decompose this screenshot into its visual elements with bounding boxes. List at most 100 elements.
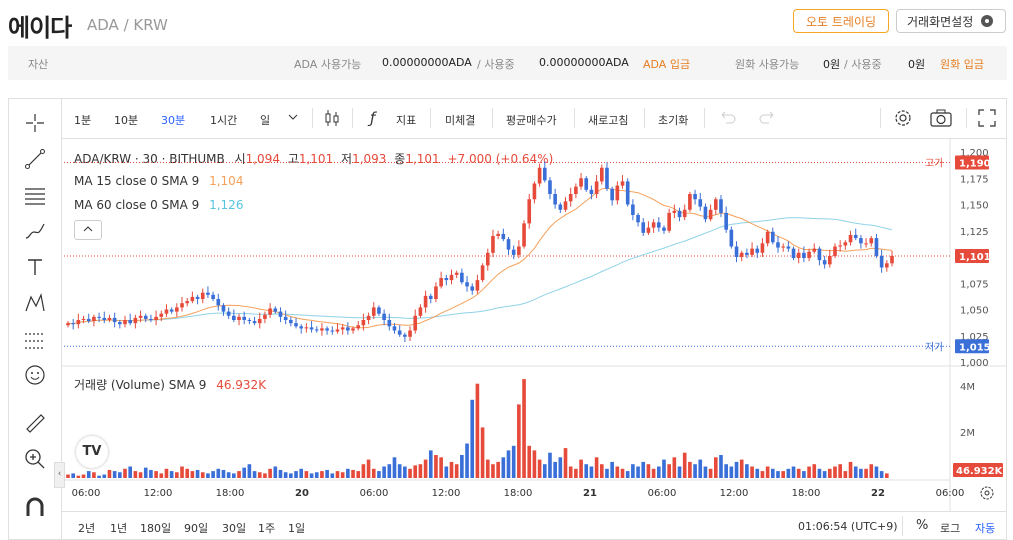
collapse-legend-button[interactable] bbox=[74, 220, 102, 240]
range-30d[interactable]: 30일 bbox=[222, 522, 247, 535]
candle[interactable] bbox=[879, 255, 884, 268]
candle[interactable] bbox=[579, 178, 583, 187]
candle[interactable] bbox=[765, 231, 770, 244]
log-toggle[interactable]: 로그 bbox=[940, 522, 961, 535]
candle[interactable] bbox=[112, 317, 117, 323]
candle[interactable] bbox=[366, 315, 371, 320]
reset-button[interactable]: 초기화 bbox=[658, 114, 689, 127]
candle[interactable] bbox=[838, 245, 842, 247]
candle[interactable] bbox=[304, 327, 309, 329]
candle[interactable] bbox=[869, 238, 874, 244]
candle[interactable] bbox=[97, 316, 101, 318]
axis-settings-icon[interactable] bbox=[979, 485, 995, 505]
fullscreen-icon[interactable] bbox=[978, 109, 996, 130]
ruler-icon[interactable] bbox=[24, 412, 46, 434]
candle[interactable] bbox=[594, 181, 599, 194]
candle[interactable] bbox=[682, 209, 687, 218]
candle[interactable] bbox=[558, 204, 563, 210]
candle[interactable] bbox=[257, 318, 262, 324]
candle[interactable] bbox=[843, 242, 848, 246]
chart-settings-icon[interactable] bbox=[893, 108, 913, 131]
camera-icon[interactable] bbox=[930, 108, 952, 131]
candle[interactable] bbox=[636, 215, 640, 223]
candle[interactable] bbox=[387, 320, 392, 327]
candle[interactable] bbox=[107, 317, 112, 320]
settings-button[interactable]: 거래화면설정 bbox=[896, 9, 1006, 33]
candle[interactable] bbox=[656, 222, 661, 228]
candle[interactable] bbox=[729, 229, 734, 247]
candle[interactable] bbox=[750, 248, 754, 255]
candle[interactable] bbox=[589, 189, 594, 194]
percent-toggle[interactable]: % bbox=[916, 518, 929, 533]
candle[interactable] bbox=[221, 305, 226, 312]
candle[interactable] bbox=[164, 309, 169, 314]
magnet-icon[interactable] bbox=[24, 496, 46, 518]
candle[interactable] bbox=[278, 311, 283, 317]
candle[interactable] bbox=[646, 227, 651, 233]
candle[interactable] bbox=[517, 246, 521, 255]
candle[interactable] bbox=[501, 233, 506, 240]
candle[interactable] bbox=[470, 286, 475, 291]
candle[interactable] bbox=[226, 311, 231, 316]
collapse-toolbar-icon[interactable]: ‹ bbox=[54, 462, 65, 488]
interval-1h[interactable]: 1시간 bbox=[210, 114, 238, 127]
candle[interactable] bbox=[66, 323, 70, 326]
candle[interactable] bbox=[185, 301, 190, 304]
candle[interactable] bbox=[289, 320, 293, 324]
candle[interactable] bbox=[532, 183, 537, 200]
candle[interactable] bbox=[408, 330, 412, 337]
candle[interactable] bbox=[631, 204, 635, 216]
candle[interactable] bbox=[340, 327, 345, 330]
candle[interactable] bbox=[693, 194, 697, 200]
candle[interactable] bbox=[542, 167, 547, 181]
candle[interactable] bbox=[71, 323, 75, 325]
candle[interactable] bbox=[128, 320, 133, 324]
candle[interactable] bbox=[434, 286, 438, 299]
candle[interactable] bbox=[625, 181, 630, 205]
undo-icon[interactable] bbox=[720, 110, 736, 127]
candle[interactable] bbox=[283, 316, 288, 320]
candle[interactable] bbox=[584, 178, 589, 190]
candle[interactable] bbox=[734, 246, 739, 258]
candle[interactable] bbox=[610, 188, 614, 201]
candle[interactable] bbox=[356, 325, 361, 329]
candle[interactable] bbox=[817, 248, 822, 261]
candle[interactable] bbox=[454, 272, 459, 275]
candle[interactable] bbox=[760, 243, 765, 253]
candle[interactable] bbox=[237, 316, 241, 320]
candle[interactable] bbox=[885, 263, 889, 268]
candle[interactable] bbox=[138, 315, 143, 318]
candle[interactable] bbox=[848, 234, 853, 243]
candle[interactable] bbox=[439, 278, 443, 287]
interval-10m[interactable]: 10분 bbox=[114, 114, 139, 127]
candle[interactable] bbox=[874, 238, 879, 256]
text-tool-icon[interactable] bbox=[24, 256, 46, 278]
range-180d[interactable]: 180일 bbox=[140, 522, 172, 535]
trendline-icon[interactable] bbox=[24, 148, 46, 170]
candle[interactable] bbox=[143, 315, 148, 319]
candle[interactable] bbox=[159, 313, 164, 317]
candle[interactable] bbox=[346, 327, 350, 331]
candle[interactable] bbox=[563, 201, 568, 210]
candle[interactable] bbox=[180, 303, 184, 308]
candle[interactable] bbox=[102, 317, 107, 320]
candle[interactable] bbox=[263, 314, 267, 319]
unfilled-button[interactable]: 미체결 bbox=[445, 114, 476, 127]
measure-lines-icon[interactable] bbox=[24, 328, 46, 350]
candle[interactable] bbox=[351, 328, 355, 331]
candle[interactable] bbox=[200, 292, 205, 299]
candle[interactable] bbox=[641, 222, 646, 233]
candle[interactable] bbox=[672, 210, 677, 213]
candle[interactable] bbox=[361, 320, 366, 326]
refresh-button[interactable]: 새로고침 bbox=[588, 114, 629, 127]
candle[interactable] bbox=[242, 316, 247, 320]
candle[interactable] bbox=[273, 308, 278, 312]
candle[interactable] bbox=[252, 321, 257, 324]
candle[interactable] bbox=[791, 248, 796, 259]
auto-trade-button[interactable]: 오토 트레이딩 bbox=[793, 9, 889, 33]
candle[interactable] bbox=[548, 180, 552, 194]
candle[interactable] bbox=[662, 227, 666, 231]
candle[interactable] bbox=[859, 238, 863, 244]
candle[interactable] bbox=[216, 299, 221, 306]
candle[interactable] bbox=[822, 260, 827, 265]
